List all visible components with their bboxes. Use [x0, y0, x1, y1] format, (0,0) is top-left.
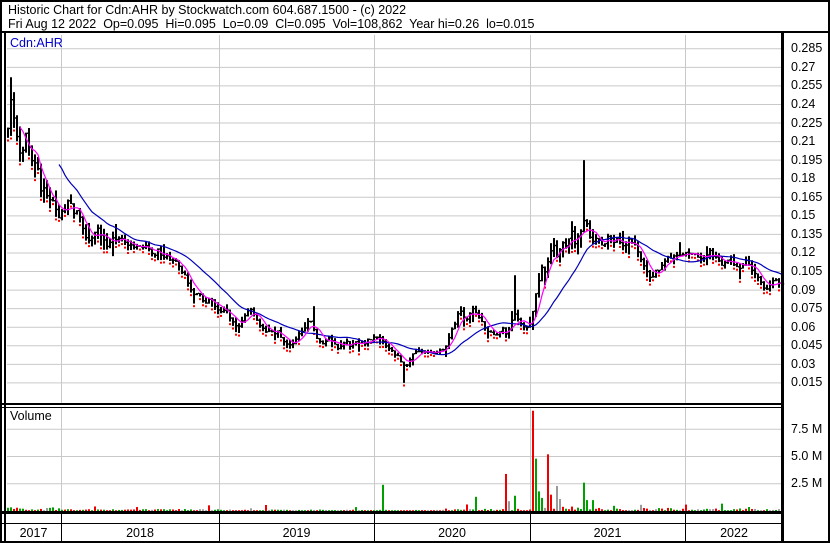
- price-tick-label: 0.27: [791, 59, 816, 74]
- volume-panel-label: Volume: [10, 409, 52, 423]
- price-tick-label: 0.15: [791, 208, 816, 223]
- plot-left-border: [4, 31, 6, 541]
- price-volume-divider-1: [2, 403, 784, 405]
- price-tick-label: 0.195: [791, 152, 823, 167]
- price-tick-label: 0.105: [791, 264, 823, 279]
- year-label: 2021: [593, 526, 622, 540]
- plot-right-border: [781, 31, 784, 541]
- year-separator: [61, 513, 62, 541]
- year-label: 2020: [438, 526, 466, 540]
- price-tick-label: 0.03: [791, 356, 816, 371]
- symbol-label: Cdn:AHR: [10, 36, 63, 50]
- year-label: 2018: [126, 526, 154, 540]
- price-tick-label: 0.24: [791, 96, 816, 111]
- price-tick-label: 0.225: [791, 115, 823, 130]
- price-tick-label: 0.135: [791, 226, 823, 241]
- year-separator: [219, 513, 220, 541]
- price-tick-label: 0.015: [791, 375, 823, 390]
- year-separator: [374, 513, 375, 541]
- volume-tick-label: 5.0 M: [791, 449, 823, 463]
- price-tick-label: 0.285: [791, 41, 823, 56]
- axis-top-border: [2, 523, 784, 525]
- year-label: 2022: [720, 526, 748, 540]
- year-separator: [530, 513, 531, 541]
- price-tick-label: 0.12: [791, 245, 816, 260]
- quote-line: Fri Aug 12 2022 Op=0.095 Hi=0.095 Lo=0.0…: [8, 17, 535, 31]
- price-tick-label: 0.075: [791, 301, 823, 316]
- price-tick-label: 0.09: [791, 282, 816, 297]
- price-tick-label: 0.21: [791, 134, 816, 149]
- price-volume-divider-2: [2, 406, 784, 408]
- year-separator: [685, 513, 686, 541]
- chart-title: Historic Chart for Cdn:AHR by Stockwatch…: [8, 3, 407, 17]
- year-label: 2017: [19, 526, 48, 540]
- volume-bottom-border: [2, 511, 784, 514]
- volume-tick-label: 2.5 M: [791, 476, 823, 491]
- volume-tick-label: 7.5 M: [791, 421, 823, 436]
- price-tick-label: 0.06: [791, 319, 816, 334]
- price-tick-label: 0.255: [791, 78, 823, 93]
- year-label: 2019: [282, 526, 311, 540]
- header-divider: [2, 31, 828, 33]
- price-tick-label: 0.18: [791, 171, 816, 186]
- price-tick-label: 0.165: [791, 189, 823, 204]
- price-tick-label: 0.045: [791, 338, 823, 353]
